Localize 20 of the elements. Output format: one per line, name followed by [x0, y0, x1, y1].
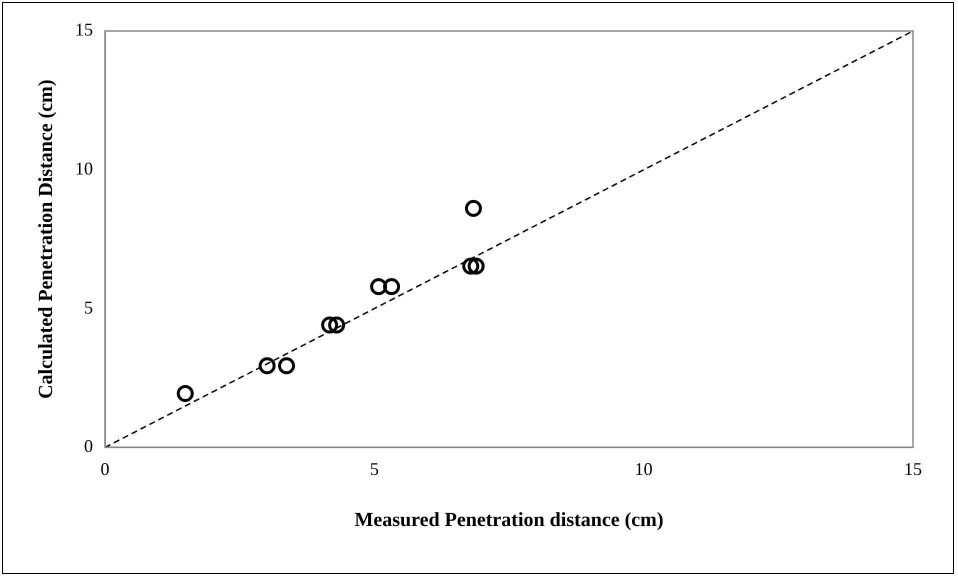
y-tick-label: 10: [75, 158, 93, 179]
point: [462, 258, 480, 275]
point: [370, 278, 388, 296]
point: [321, 316, 338, 334]
x-tick-label: 5: [370, 458, 379, 479]
y-tick-label: 0: [84, 436, 93, 456]
y-tick-label: 5: [84, 297, 93, 318]
point: [258, 357, 276, 374]
point: [328, 316, 346, 334]
point: [176, 385, 194, 402]
y-tick-label: 15: [75, 20, 93, 40]
x-tick-label: 10: [634, 458, 653, 479]
x-axis-title: Measured Penetration distance (cm): [354, 509, 664, 532]
point: [464, 200, 482, 217]
x-tick-label: 0: [100, 458, 110, 479]
point: [278, 357, 296, 374]
y-axis-title: Calculated Penetration Distance (cm): [35, 80, 58, 399]
x-tick-label: 15: [904, 458, 922, 479]
point: [468, 258, 485, 275]
point: [383, 278, 400, 296]
